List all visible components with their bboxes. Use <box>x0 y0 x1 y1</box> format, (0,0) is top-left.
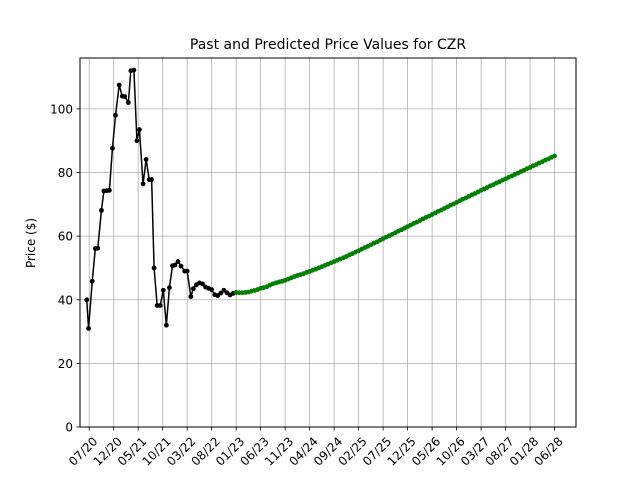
past-price-point <box>122 94 128 99</box>
past-price-point <box>99 207 104 213</box>
past-price-point <box>151 265 157 271</box>
past-price-point <box>86 325 91 331</box>
past-price-point <box>184 268 190 274</box>
past-price-point <box>136 127 142 132</box>
past-price-point <box>116 82 122 88</box>
y-axis-label: Price ($) <box>24 218 38 268</box>
chart-title: Past and Predicted Price Values for CZR <box>190 37 466 53</box>
past-price-point <box>163 322 169 328</box>
past-price-point <box>143 157 149 162</box>
past-price-point <box>178 263 184 269</box>
past-price-point <box>113 112 118 118</box>
past-price-point <box>149 177 155 182</box>
grid <box>80 58 576 428</box>
past-price-point <box>84 297 90 303</box>
past-price-point <box>190 286 196 292</box>
y-tick-label: 0 <box>65 421 73 435</box>
past-price-point <box>157 303 163 308</box>
y-tick-label: 20 <box>58 357 73 371</box>
predicted-price-point <box>552 153 557 159</box>
past-price-point <box>188 294 194 299</box>
series-group <box>84 67 557 331</box>
past-price-point <box>160 287 166 293</box>
y-tick-label: 80 <box>58 166 73 180</box>
past-price-point <box>200 281 205 287</box>
past-price-point <box>95 245 101 251</box>
y-tick-label: 60 <box>58 230 73 244</box>
past-price-point <box>209 287 215 292</box>
plot-frame <box>79 57 577 428</box>
past-price-point <box>167 285 172 291</box>
y-tick-label: 100 <box>50 102 73 116</box>
past-price-point <box>110 145 115 151</box>
past-price-point <box>131 67 137 73</box>
past-price-point <box>106 187 112 193</box>
past-price-point <box>125 100 131 105</box>
past-price-point <box>89 278 95 284</box>
past-price-point <box>134 138 140 144</box>
y-tick-label: 40 <box>58 293 73 307</box>
past-price-point <box>218 290 224 296</box>
past-price-point <box>175 259 181 264</box>
past-price-point <box>172 262 178 268</box>
past-price-point <box>140 181 146 187</box>
